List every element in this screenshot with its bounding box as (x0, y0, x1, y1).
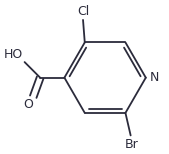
Text: Br: Br (125, 138, 138, 151)
Text: HO: HO (4, 48, 23, 61)
Text: N: N (150, 71, 160, 84)
Text: O: O (23, 98, 33, 111)
Text: Cl: Cl (77, 5, 89, 18)
